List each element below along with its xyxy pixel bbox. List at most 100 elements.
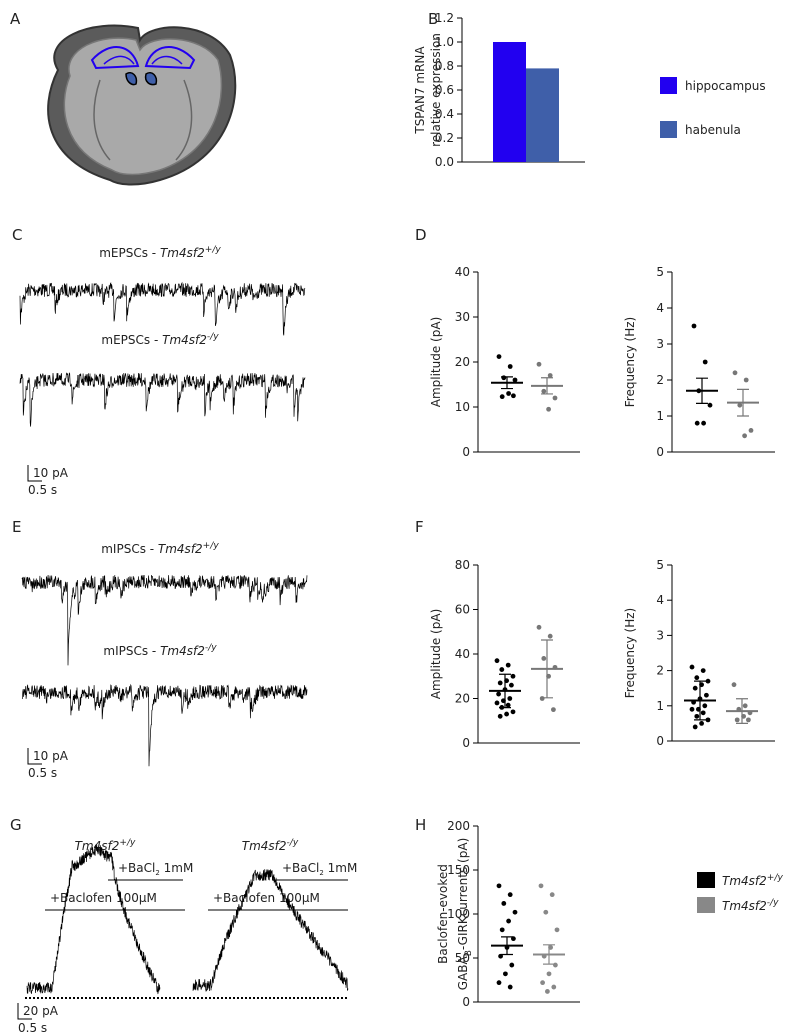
y-axis-label: relative expression bbox=[429, 33, 443, 147]
panel-label: C bbox=[12, 226, 22, 244]
legend-label: hippocampus bbox=[685, 79, 766, 93]
data-point bbox=[702, 359, 708, 365]
data-point bbox=[499, 667, 505, 672]
trace bbox=[26, 844, 161, 995]
error-bar bbox=[541, 639, 553, 699]
label: +BaCl bbox=[282, 861, 319, 875]
data-point bbox=[501, 901, 507, 906]
y-axis-label: Amplitude (pA) bbox=[429, 317, 443, 408]
data-point bbox=[700, 668, 706, 673]
data-point bbox=[549, 892, 555, 898]
y-tick-label: 4 bbox=[656, 301, 664, 315]
data-point bbox=[547, 633, 553, 639]
trace bbox=[21, 683, 308, 767]
data-point bbox=[731, 682, 737, 688]
data-point bbox=[496, 883, 502, 889]
y-tick-label: 2 bbox=[656, 664, 664, 678]
y-axis-label: Baclofen-evoked bbox=[436, 864, 450, 964]
data-point bbox=[546, 406, 551, 412]
y-tick-label: 5 bbox=[656, 265, 664, 279]
gene-name: Tm4sf2 bbox=[162, 333, 207, 347]
y-axis-label: Frequency (Hz) bbox=[623, 317, 637, 408]
legend-swatch bbox=[660, 121, 677, 138]
error-bar bbox=[501, 936, 513, 956]
gene-genotype: +/y bbox=[119, 838, 136, 848]
label: +BaCl2 1mM bbox=[282, 861, 357, 877]
data-point bbox=[705, 717, 711, 723]
data-point bbox=[743, 377, 749, 383]
data-point bbox=[504, 711, 509, 717]
data-point bbox=[551, 984, 557, 990]
label: mIPSCs - Tm4sf2-/y bbox=[103, 643, 217, 658]
y-tick-label: 20 bbox=[455, 692, 470, 706]
data-point bbox=[689, 706, 695, 712]
y-tick-label: 20 bbox=[455, 355, 470, 369]
label: +BaCl bbox=[118, 861, 155, 875]
y-tick-label: 80 bbox=[455, 558, 470, 572]
error-bar bbox=[499, 673, 511, 709]
data-point bbox=[746, 717, 751, 723]
data-point bbox=[506, 918, 511, 924]
data-point bbox=[694, 420, 700, 426]
data-point bbox=[707, 402, 713, 408]
label: 1mM bbox=[324, 861, 358, 875]
data-point bbox=[538, 883, 544, 889]
y-tick-label: 0 bbox=[462, 995, 470, 1009]
data-point bbox=[694, 675, 700, 681]
data-point bbox=[742, 433, 747, 439]
y-axis-label: TSPAN7 mRNA bbox=[413, 46, 427, 135]
data-point bbox=[511, 393, 516, 399]
data-point bbox=[505, 662, 511, 668]
data-point bbox=[689, 664, 695, 670]
legend-label: habenula bbox=[685, 123, 741, 137]
y-tick-label: 200 bbox=[447, 819, 470, 833]
error-bar bbox=[694, 680, 706, 721]
y-tick-label: 3 bbox=[656, 628, 664, 642]
panel-label: G bbox=[10, 816, 22, 834]
gene-genotype: -/y bbox=[205, 643, 217, 653]
panel-label: A bbox=[10, 10, 21, 28]
y-tick-label: 1.2 bbox=[435, 11, 454, 25]
y-tick-label: 10 bbox=[455, 400, 470, 414]
error-bar bbox=[736, 698, 748, 724]
y-axis-label: Frequency (Hz) bbox=[623, 608, 637, 699]
panel-label: E bbox=[12, 518, 21, 536]
error-bar bbox=[696, 377, 708, 404]
gene-name: Tm4sf2 bbox=[158, 542, 203, 556]
bar bbox=[493, 42, 526, 162]
data-point bbox=[496, 354, 502, 359]
data-point bbox=[547, 373, 553, 378]
y-axis-label: GABA bbox=[456, 956, 470, 991]
gene-name: Tm4sf2 bbox=[160, 246, 205, 260]
bar bbox=[526, 68, 559, 162]
gene-genotype: +/y bbox=[767, 873, 784, 883]
y-tick-label: 1 bbox=[656, 409, 664, 423]
y-tick-label: 40 bbox=[455, 647, 470, 661]
scale-label: 0.5 s bbox=[28, 766, 57, 780]
y-tick-label: 3 bbox=[656, 337, 664, 351]
label-sub: 2 bbox=[155, 869, 159, 877]
data-point bbox=[496, 980, 502, 986]
data-point bbox=[510, 709, 516, 715]
y-tick-label: 4 bbox=[656, 593, 664, 607]
data-point bbox=[554, 927, 560, 933]
y-axis-label: -GIRKcurrents (pA) bbox=[456, 838, 470, 950]
y-axis-label: Amplitude (pA) bbox=[429, 609, 443, 700]
legend-swatch bbox=[660, 77, 677, 94]
data-point bbox=[552, 395, 558, 401]
gene-name: Tm4sf2 bbox=[722, 899, 767, 913]
label: +Baclofen 100µM bbox=[213, 891, 320, 905]
gene-genotype: -/y bbox=[207, 332, 219, 342]
y-tick-label: 30 bbox=[455, 310, 470, 324]
data-point bbox=[742, 703, 748, 709]
y-tick-label: 5 bbox=[656, 558, 664, 572]
trace bbox=[19, 281, 306, 336]
y-tick-label: 0.0 bbox=[435, 155, 454, 169]
label: mEPSCs - Tm4sf2-/y bbox=[101, 332, 219, 347]
data-point bbox=[510, 673, 516, 679]
legend-swatch bbox=[697, 872, 715, 888]
data-point bbox=[509, 962, 515, 968]
gene-genotype: -/y bbox=[287, 838, 299, 848]
data-point bbox=[496, 691, 501, 697]
trace bbox=[21, 574, 308, 666]
